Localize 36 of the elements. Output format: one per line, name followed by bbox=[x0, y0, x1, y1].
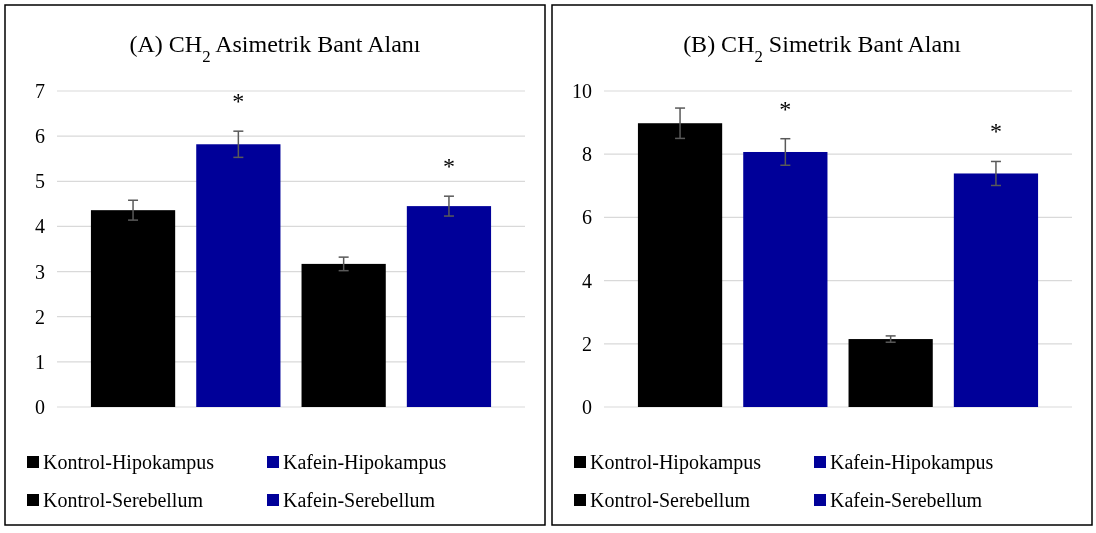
legend-label: Kontrol-Hipokampus bbox=[590, 451, 762, 474]
bar bbox=[196, 144, 281, 407]
bar bbox=[637, 123, 723, 407]
data-label: * bbox=[442, 153, 455, 180]
y-tick-label: 5 bbox=[35, 170, 45, 193]
bar bbox=[848, 339, 933, 407]
chart-title: (B) CH$_{2}$ Simetrik Bant Alanı bbox=[683, 31, 962, 66]
data-label: * bbox=[779, 95, 792, 122]
y-tick-label: 10 bbox=[572, 80, 592, 102]
legend-label: Kafein-Hipokampus bbox=[283, 451, 447, 474]
y-tick-label: 2 bbox=[582, 332, 592, 355]
legend-label: Kontrol-Hipokampus bbox=[43, 451, 215, 474]
y-tick-label: 0 bbox=[35, 396, 45, 418]
y-tick-label: 4 bbox=[582, 269, 592, 292]
legend-label: Kontrol-Serebellum bbox=[43, 489, 204, 511]
y-tick-label: 1 bbox=[35, 350, 45, 373]
chart-title: (A) CH$_{2}$ Asimetrik Bant Alanı bbox=[129, 31, 421, 66]
bar bbox=[406, 206, 492, 407]
y-tick-label: 7 bbox=[35, 80, 45, 102]
legend-label: Kafein-Serebellum bbox=[830, 489, 983, 511]
y-tick-label: 0 bbox=[582, 396, 592, 418]
bar bbox=[743, 151, 828, 407]
data-label: * bbox=[989, 118, 1002, 145]
data-label: * bbox=[232, 88, 245, 115]
bar bbox=[953, 173, 1039, 407]
legend-label: Kafein-Serebellum bbox=[283, 489, 436, 511]
legend-label: Kontrol-Serebellum bbox=[590, 489, 751, 511]
y-tick-label: 8 bbox=[582, 143, 592, 166]
y-tick-label: 2 bbox=[35, 305, 45, 328]
y-tick-label: 6 bbox=[582, 206, 592, 229]
y-tick-label: 3 bbox=[35, 260, 45, 283]
legend-label: Kafein-Hipokampus bbox=[830, 451, 994, 474]
y-tick-label: 4 bbox=[35, 215, 45, 238]
bar bbox=[301, 263, 386, 407]
bar bbox=[90, 210, 176, 407]
y-tick-label: 6 bbox=[35, 125, 45, 148]
